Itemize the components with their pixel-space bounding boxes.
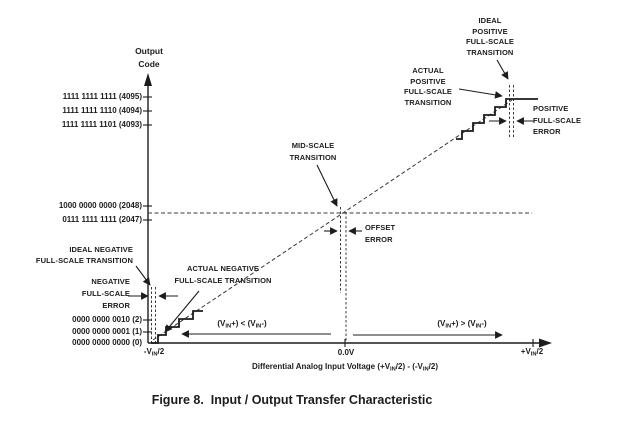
x-axis <box>148 338 552 348</box>
label-negative-fullscale-error: NEGATIVE FULL-SCALE ERROR <box>81 277 130 310</box>
y-tick-2047: 0111 1111 1111 (2047) <box>62 215 142 224</box>
y-tick-1: 0000 0000 0001 (1) <box>72 327 142 336</box>
ideal-positive-pointer-arrow <box>496 59 509 80</box>
y-axis-ticks <box>143 96 152 333</box>
label-midscale-transition: MID-SCALE TRANSITION <box>289 141 337 162</box>
label-ideal-positive-transition: IDEAL POSITIVE FULL-SCALE TRANSITION <box>465 16 515 57</box>
x-tick-pos-vin: +VIN/2 <box>520 347 544 358</box>
x-tick-zero: 0.0V <box>337 348 355 357</box>
negative-transition-dashes <box>151 287 156 345</box>
y-tick-4095: 1111 1111 1111 (4095) <box>62 92 142 101</box>
label-positive-fullscale-error: POSITIVE FULL-SCALE ERROR <box>533 104 582 136</box>
y-tick-4094: 1111 1111 1110 (4094) <box>62 106 142 115</box>
label-offset-error: OFFSET ERROR <box>365 223 396 244</box>
staircase-positive-fullscale <box>456 98 538 140</box>
y-tick-0: 0000 0000 0000 (0) <box>72 338 142 347</box>
y-axis-arrowhead <box>144 73 152 86</box>
ideal-transfer-line <box>152 99 513 341</box>
x-axis-arrowhead <box>539 338 552 348</box>
label-region-vin-less: (VIN+) < (VIN-) <box>217 319 267 330</box>
ideal-negative-pointer-arrow <box>135 265 151 286</box>
y-tick-4093: 1111 1111 1101 (4093) <box>61 120 142 129</box>
y-axis <box>143 73 152 343</box>
label-actual-positive-transition: ACTUAL POSITIVE FULL-SCALE TRANSITION <box>403 66 453 107</box>
y-tick-2048: 1000 0000 0000 (2048) <box>58 201 142 210</box>
label-ideal-negative-transition: IDEAL NEGATIVE FULL-SCALE TRANSITION <box>35 245 133 265</box>
x-axis-ticks <box>344 339 534 347</box>
figure-caption: Figure 8. Input / Output Transfer Charac… <box>151 393 433 407</box>
label-region-vin-greater: (VIN+) > (VIN-) <box>437 319 487 330</box>
x-axis-title: Differential Analog Input Voltage (+VIN/… <box>252 362 438 373</box>
ideal-positive-transition-dashes <box>509 85 514 137</box>
staircase-negative-fullscale <box>151 310 203 344</box>
y-axis-title: Output Code <box>135 46 163 69</box>
y-tick-2: 0000 0000 0010 (2) <box>72 315 142 324</box>
x-tick-neg-vin: -VIN/2 <box>143 347 165 358</box>
actual-negative-pointer-arrow <box>164 290 200 333</box>
midscale-pointer-arrow <box>316 164 338 207</box>
actual-positive-pointer-arrow <box>458 88 503 99</box>
label-actual-negative-transition: ACTUAL NEGATIVE FULL-SCALE TRANSITION <box>174 264 272 285</box>
